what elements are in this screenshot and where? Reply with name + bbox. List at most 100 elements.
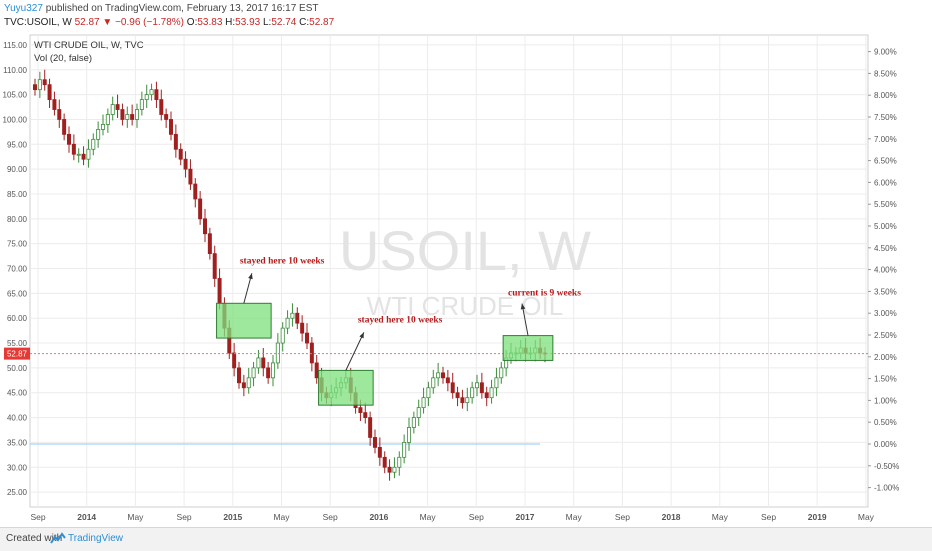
candle — [47, 78, 52, 109]
candle-body — [246, 377, 251, 389]
tradingview-brand-link[interactable]: TradingView — [68, 533, 124, 544]
pct-tick-label: 9.00% — [874, 48, 897, 57]
candle-body — [402, 442, 407, 458]
candle — [134, 103, 139, 128]
candle — [445, 369, 450, 392]
y-tick-label: 80.00 — [7, 215, 28, 224]
chart-header: Yuyu327 published on TradingView.com, Fe… — [0, 0, 932, 30]
low-label: L: — [262, 17, 272, 28]
candle — [382, 451, 387, 474]
low-value: 52.74 — [271, 17, 297, 28]
candle-body — [460, 397, 465, 404]
candle-body — [416, 407, 421, 418]
candle — [154, 81, 159, 109]
candle-body — [91, 138, 96, 150]
candle — [183, 151, 188, 178]
candle — [285, 310, 290, 335]
candle-body — [450, 382, 455, 394]
candle — [101, 114, 106, 136]
candle — [198, 191, 203, 225]
chart-legend: WTI CRUDE OIL, W, TVC Vol (20, false) — [34, 39, 144, 65]
candle — [402, 434, 407, 464]
candle — [52, 91, 57, 116]
candle-body — [290, 312, 295, 319]
candle-body — [130, 114, 135, 120]
candle-body — [300, 322, 305, 334]
y-tick-label: 90.00 — [7, 165, 28, 174]
candle-body — [105, 114, 110, 125]
candle — [130, 104, 135, 126]
price-chart[interactable]: 115.00 110.00 105.00 100.00 95.00 90.00 85.00 8… — [0, 30, 932, 527]
candle-body — [304, 332, 309, 344]
pct-tick-label: 1.50% — [874, 375, 897, 384]
candle — [261, 348, 266, 377]
candle-body — [96, 129, 101, 140]
price-change: −0.96 (−1.78%) — [115, 17, 185, 28]
candle — [494, 367, 499, 397]
candle-body — [159, 99, 164, 115]
pct-tick-label: 7.50% — [874, 113, 897, 122]
candle-body — [256, 357, 261, 369]
candle — [76, 148, 81, 163]
legend-volume: Vol (20, false) — [34, 53, 93, 64]
x-tick-label: Sep — [761, 512, 776, 522]
x-tick-label: May — [127, 512, 144, 522]
candle — [178, 143, 183, 166]
x-tick-label: Sep — [615, 512, 630, 522]
candle-body — [484, 392, 489, 399]
candle — [81, 146, 86, 166]
candle — [368, 411, 373, 446]
candle — [377, 437, 382, 466]
candle — [207, 227, 212, 260]
x-tick-label: May — [858, 512, 875, 522]
candle-body — [445, 377, 450, 384]
candle — [164, 108, 169, 128]
candle-body — [86, 148, 91, 160]
candle — [421, 387, 426, 414]
candle-body — [37, 79, 42, 91]
candle-body — [212, 253, 217, 279]
candle — [96, 121, 101, 148]
candle — [57, 99, 62, 128]
x-tick-label: May — [566, 512, 583, 522]
candle — [42, 69, 47, 91]
candle-body — [387, 466, 392, 473]
legend-title: WTI CRUDE OIL, W, TVC — [34, 40, 144, 51]
y-tick-label: 100.00 — [3, 115, 28, 124]
candle-body — [436, 372, 441, 379]
candle — [193, 178, 198, 208]
candle — [397, 451, 402, 476]
publish-info: Yuyu327 published on TradingView.com, Fe… — [4, 3, 318, 14]
candle — [251, 361, 256, 387]
y-tick-label: 75.00 — [7, 240, 28, 249]
pct-tick-label: 5.00% — [874, 222, 897, 231]
candle — [363, 402, 368, 424]
candle — [431, 369, 436, 394]
symbol-name: TVC:USOIL, W — [4, 17, 72, 28]
candle-body — [57, 109, 62, 120]
pct-tick-label: -1.00% — [874, 484, 899, 493]
y-tick-label: 25.00 — [7, 488, 28, 497]
pct-tick-label: 0.00% — [874, 440, 897, 449]
author-link[interactable]: Yuyu327 — [4, 3, 43, 14]
candle-body — [479, 382, 484, 394]
x-tick-label: May — [420, 512, 437, 522]
candle-body — [440, 372, 445, 379]
candle-body — [134, 109, 139, 120]
candle-body — [275, 342, 280, 364]
candle — [105, 108, 110, 133]
candle — [149, 83, 154, 101]
pct-tick-label: 7.00% — [874, 135, 897, 144]
open-value: 53.83 — [197, 17, 223, 28]
current-price-tag — [4, 347, 30, 360]
candle — [474, 374, 479, 397]
candle-body — [139, 99, 144, 110]
candle — [280, 322, 285, 352]
candle — [86, 139, 91, 168]
close-value: 52.87 — [309, 17, 335, 28]
x-tick-label: 2016 — [369, 512, 388, 522]
candle-body — [368, 417, 373, 438]
candle-body — [363, 412, 368, 418]
candle-body — [465, 397, 470, 404]
candle-body — [406, 427, 411, 443]
